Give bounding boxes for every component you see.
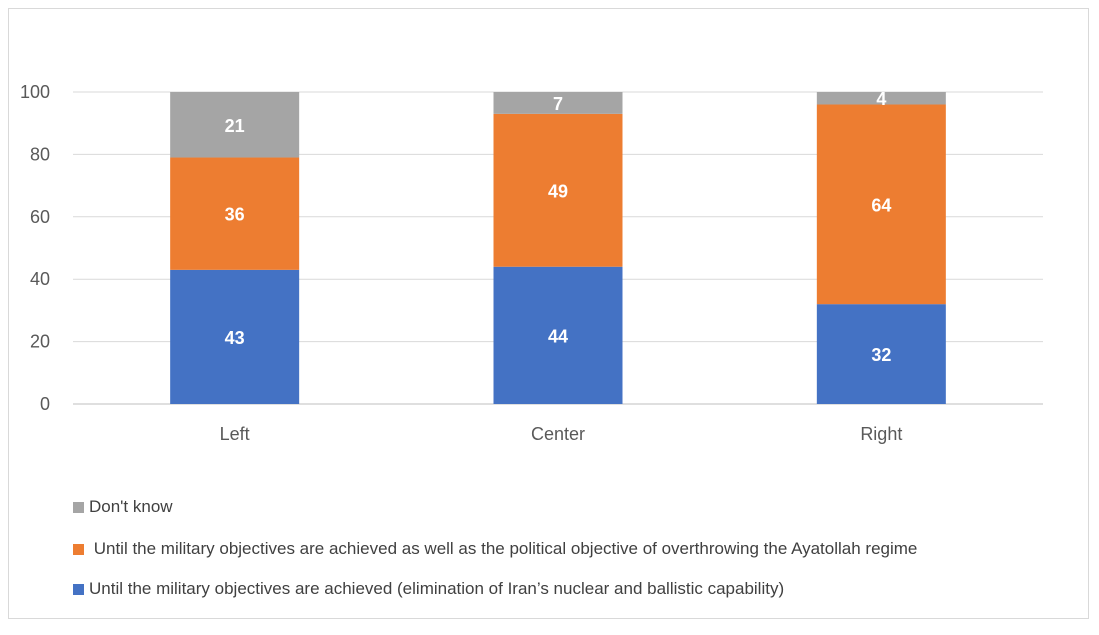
legend-item-military-only: Until the military objectives are achiev…	[73, 579, 784, 599]
bar-segment	[170, 269, 300, 404]
chart-frame	[8, 8, 1089, 619]
data-label: 64	[871, 195, 891, 215]
bar-segment	[170, 157, 300, 270]
data-label: 4	[876, 89, 886, 109]
y-tick-label: 60	[30, 207, 50, 227]
legend-item-military-and-political: Until the military objectives are achiev…	[73, 539, 917, 559]
x-tick-label: Left	[220, 424, 250, 444]
y-tick-label: 0	[40, 394, 50, 414]
legend-label: Until the military objectives are achiev…	[89, 579, 785, 598]
legend-item-dont-know: Don't know	[73, 497, 173, 517]
bar-segment	[816, 304, 946, 404]
bar-segment	[493, 92, 623, 114]
y-tick-label: 40	[30, 269, 50, 289]
bar-segment	[493, 113, 623, 267]
data-label: 7	[553, 94, 563, 114]
data-label: 36	[225, 205, 245, 225]
legend-label: Don't know	[89, 497, 173, 516]
legend-swatch-blue	[73, 583, 84, 595]
x-tick-label: Center	[531, 424, 585, 444]
y-tick-label: 80	[30, 144, 50, 164]
data-label: 49	[548, 181, 568, 201]
data-label: 21	[225, 116, 245, 136]
y-tick-label: 20	[30, 332, 50, 352]
legend-swatch-gray	[73, 501, 84, 513]
bar-segment	[816, 92, 946, 105]
data-label: 44	[548, 326, 568, 346]
bar-segment	[816, 104, 946, 305]
data-label: 43	[225, 328, 245, 348]
bar-segment	[170, 92, 300, 158]
x-tick-label: Right	[860, 424, 902, 444]
legend-label: Until the military objectives are achiev…	[89, 539, 918, 558]
data-label: 32	[871, 345, 891, 365]
legend-swatch-orange	[73, 543, 84, 555]
bar-segment	[493, 266, 623, 404]
y-tick-label: 100	[20, 82, 50, 102]
